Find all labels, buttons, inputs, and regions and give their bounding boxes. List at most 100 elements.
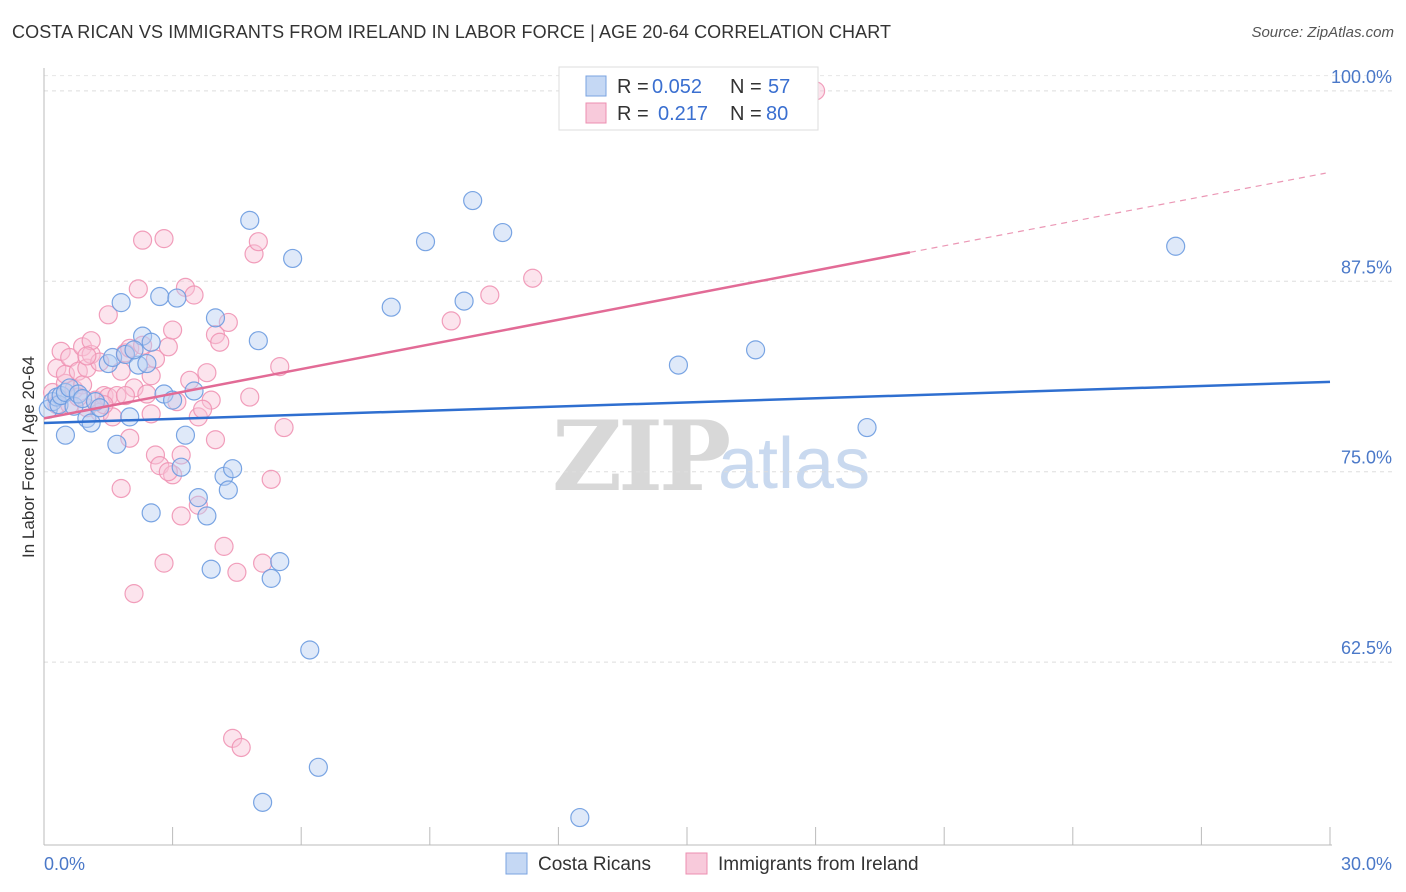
ireland-point (81, 331, 101, 351)
legend-r-value-ireland: 0.217 (658, 103, 708, 125)
costa-point (141, 503, 161, 523)
bottom-legend-swatch-costa (505, 852, 528, 875)
ireland-point (124, 584, 144, 604)
costa-point (201, 559, 221, 579)
costa-point (141, 332, 161, 352)
ireland-point (214, 536, 234, 556)
ireland-point (523, 268, 543, 288)
ireland-point (158, 462, 178, 482)
costa-point (570, 807, 590, 828)
ireland-point (244, 244, 264, 264)
ireland-point (441, 311, 461, 331)
ireland-point (171, 506, 191, 526)
x-tick-label-min: 0.0% (44, 854, 85, 874)
costa-point (137, 353, 157, 374)
bottom-legend-label-costa: Costa Ricans (538, 854, 651, 875)
costa-point (463, 190, 483, 211)
y-axis-label: In Labor Force | Age 20-64 (19, 356, 38, 558)
legend: R = 0.052 N = 57 R = 0.217 N = 80 (558, 66, 819, 131)
bottom-legend-label-ireland: Immigrants from Ireland (718, 854, 919, 875)
ireland-point (184, 285, 204, 305)
y-tick-labels: 62.5% 75.0% 87.5% 100.0% (1331, 67, 1392, 658)
x-ticks (43, 827, 1331, 845)
ireland-point (115, 385, 136, 406)
ireland-point (145, 445, 166, 465)
costa-point (175, 425, 196, 445)
costa-point (188, 488, 208, 508)
ireland-trend-line (43, 251, 911, 420)
costa-point (197, 506, 217, 526)
ireland-point (197, 363, 217, 383)
bottom-legend: Costa Ricans Immigrants from Ireland (505, 852, 919, 875)
ireland-point (163, 320, 183, 340)
ireland-point (98, 305, 118, 325)
ireland-point (77, 346, 97, 366)
ireland-point (218, 312, 238, 333)
costa-point (1166, 236, 1186, 256)
ireland-point (154, 553, 174, 573)
bottom-legend-swatch-ireland (685, 852, 708, 875)
gridlines (44, 75, 1394, 663)
costa-point (415, 232, 436, 252)
costa-point (240, 210, 260, 230)
costa-point (745, 340, 766, 360)
costa-point (167, 288, 187, 308)
y-tick-label: 100.0% (1331, 67, 1392, 87)
legend-swatch-costa (585, 75, 607, 97)
ireland-point (274, 417, 294, 438)
chart-title: COSTA RICAN VS IMMIGRANTS FROM IRELAND I… (12, 22, 892, 42)
costa-point (308, 757, 328, 777)
ireland-point (60, 347, 80, 368)
ireland-trend-extension (909, 172, 1326, 253)
ireland-point (240, 387, 260, 407)
watermark-zip: ZIP (552, 400, 729, 513)
x-tick-label-max: 30.0% (1341, 854, 1392, 874)
costa-point (454, 291, 474, 311)
legend-n-label-ireland: N = (730, 103, 762, 125)
ireland-point (132, 230, 153, 250)
costa-point (218, 480, 238, 500)
y-tick-label: 62.5% (1341, 638, 1392, 658)
ireland-point (128, 279, 148, 299)
costa-point (115, 344, 136, 365)
legend-n-label-costa: N = (730, 76, 762, 98)
costa-trend-line (43, 380, 1331, 425)
costa-point (668, 355, 689, 375)
legend-r-label-ireland: R = (617, 103, 649, 125)
costa-point (300, 640, 320, 660)
legend-swatch-ireland (585, 102, 607, 124)
y-tick-label: 75.0% (1341, 448, 1392, 468)
ireland-point (193, 399, 213, 419)
legend-r-label-costa: R = (617, 76, 649, 98)
costa-point (55, 425, 76, 445)
watermark-atlas: atlas (718, 424, 870, 504)
costa-points (38, 190, 1186, 828)
trend-lines (43, 172, 1331, 425)
costa-point (111, 293, 131, 313)
costa-point (107, 434, 127, 454)
costa-point (124, 340, 144, 360)
costa-point (223, 459, 243, 479)
ireland-point (248, 232, 268, 252)
costa-point (381, 297, 401, 317)
ireland-point (253, 553, 273, 573)
costa-point (283, 248, 303, 269)
ireland-point (231, 737, 251, 758)
costa-point (493, 222, 513, 243)
costa-point (270, 552, 290, 572)
costa-point (248, 331, 268, 351)
y-tick-label: 87.5% (1341, 257, 1392, 277)
costa-point (253, 792, 273, 812)
ireland-point (261, 469, 281, 489)
legend-r-value-costa: 0.052 (652, 76, 702, 98)
costa-point (205, 308, 226, 328)
ireland-point (210, 332, 230, 352)
costa-point (120, 407, 140, 427)
ireland-point (111, 478, 131, 499)
costa-point (150, 286, 170, 307)
ireland-point (154, 229, 174, 249)
ireland-point (480, 285, 500, 305)
costa-point (171, 457, 191, 477)
ireland-point (205, 430, 226, 450)
